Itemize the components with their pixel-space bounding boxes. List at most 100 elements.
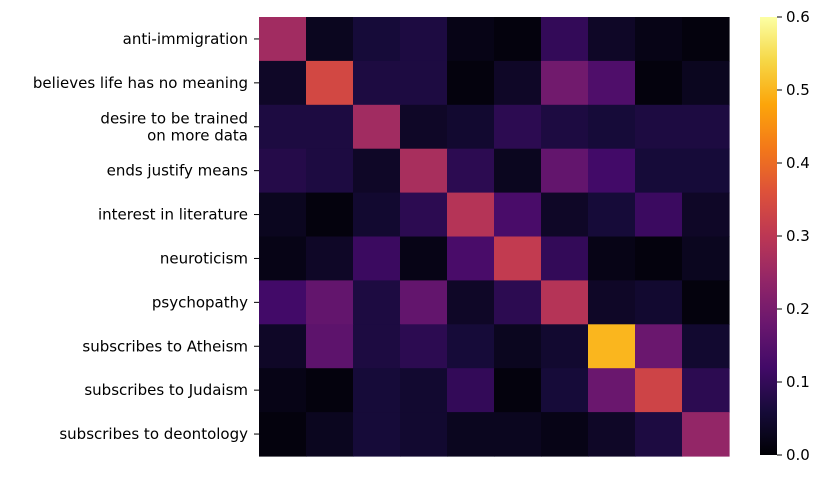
heatmap-cell: [259, 236, 307, 281]
heatmap-cell: [447, 412, 495, 457]
colorbar: 0.0 0.1 0.2 0.3 0.4 0.5 0.6: [760, 8, 810, 464]
heatmap-cell: [541, 280, 589, 325]
heatmap-cell: [494, 368, 542, 413]
heatmap-cell: [682, 104, 730, 150]
heatmap-cell: [306, 104, 354, 150]
heatmap-cell: [447, 17, 495, 62]
heatmap-cell: [259, 17, 307, 62]
heatmap-cell: [353, 104, 401, 150]
heatmap-cell: [588, 104, 636, 150]
heatmap-cell: [353, 368, 401, 413]
colorbar-tick-label: 0.0: [786, 446, 810, 464]
row-label: neuroticism: [160, 249, 248, 267]
heatmap-cell: [306, 412, 354, 457]
heatmap-cell: [682, 192, 730, 238]
heatmap-cell: [306, 280, 354, 325]
heatmap-cell: [259, 324, 307, 369]
heatmap-cell: [682, 412, 730, 457]
row-labels: anti-immigration believes life has no mea…: [33, 30, 259, 443]
row-label: believes life has no meaning: [33, 74, 248, 92]
heatmap-cell: [588, 148, 636, 194]
heatmap-cell: [588, 412, 636, 457]
row-label: anti-immigration: [123, 30, 248, 48]
row-label: desire to be trained: [100, 109, 248, 127]
heatmap-cell: [635, 324, 683, 369]
heatmap-cell: [635, 17, 683, 62]
heatmap-cell: [541, 17, 589, 62]
heatmap-cell: [588, 192, 636, 238]
heatmap-cell: [541, 324, 589, 369]
row-label: ends justify means: [107, 162, 249, 180]
heatmap-cell: [400, 236, 448, 281]
heatmap-cell: [259, 148, 307, 194]
heatmap-cell: [353, 148, 401, 194]
heatmap-cell: [682, 60, 730, 106]
heatmap-cell: [447, 236, 495, 281]
heatmap-cell: [353, 236, 401, 281]
heatmap-cell: [635, 148, 683, 194]
heatmap-cell: [494, 236, 542, 281]
heatmap-cell: [541, 236, 589, 281]
heatmap-cell: [447, 192, 495, 238]
heatmap-cell: [494, 60, 542, 106]
heatmap-cell: [259, 368, 307, 413]
heatmap-cell: [494, 104, 542, 150]
heatmap-cell: [400, 280, 448, 325]
heatmap-cell: [588, 60, 636, 106]
heatmap-cell: [588, 324, 636, 369]
heatmap-cell: [306, 148, 354, 194]
heatmap-cell: [588, 236, 636, 281]
heatmap-cell: [447, 148, 495, 194]
heatmap-cell: [682, 280, 730, 325]
heatmap-cell: [400, 192, 448, 238]
heatmap-cell: [635, 104, 683, 150]
heatmap-cell: [635, 280, 683, 325]
heatmap-cell: [353, 192, 401, 238]
heatmap-cell: [400, 148, 448, 194]
colorbar-tick-label: 0.2: [786, 300, 810, 318]
heatmap-cell: [353, 60, 401, 106]
heatmap-cell: [635, 60, 683, 106]
colorbar-gradient: [760, 17, 777, 455]
heatmap-cell: [494, 412, 542, 457]
heatmap-cell: [259, 192, 307, 238]
heatmap-cell: [306, 324, 354, 369]
heatmap-cell: [400, 324, 448, 369]
heatmap-cell: [400, 368, 448, 413]
heatmap-cell: [635, 368, 683, 413]
heatmap-cell: [541, 192, 589, 238]
heatmap-cell: [541, 368, 589, 413]
heatmap-cell: [447, 60, 495, 106]
heatmap-cell: [494, 280, 542, 325]
heatmap-cell: [306, 17, 354, 62]
heatmap-cell: [635, 412, 683, 457]
heatmap-cell: [400, 17, 448, 62]
heatmap-cell: [306, 192, 354, 238]
heatmap-cell: [259, 412, 307, 457]
heatmap-cell: [541, 148, 589, 194]
heatmap-cell: [494, 324, 542, 369]
heatmap-cell: [588, 280, 636, 325]
heatmap-cell: [494, 148, 542, 194]
heatmap-cell: [306, 60, 354, 106]
heatmap-cell: [259, 104, 307, 150]
heatmap-cell: [635, 192, 683, 238]
heatmap-cell: [588, 368, 636, 413]
heatmap-cell: [682, 148, 730, 194]
heatmap-cell: [259, 60, 307, 106]
heatmap-cell: [588, 17, 636, 62]
heatmap-cell: [682, 368, 730, 413]
heatmap-cell: [400, 412, 448, 457]
heatmap-cell: [635, 236, 683, 281]
heatmap-cell: [447, 280, 495, 325]
heatmap-cell: [447, 104, 495, 150]
heatmap-cell: [353, 17, 401, 62]
colorbar-tick-label: 0.4: [786, 154, 810, 172]
colorbar-tick-label: 0.6: [786, 8, 810, 26]
heatmap-cell: [306, 236, 354, 281]
heatmap-cell: [682, 17, 730, 62]
colorbar-tick-label: 0.3: [786, 227, 810, 245]
row-label: on more data: [147, 126, 248, 144]
row-label: subscribes to Atheism: [82, 337, 248, 355]
